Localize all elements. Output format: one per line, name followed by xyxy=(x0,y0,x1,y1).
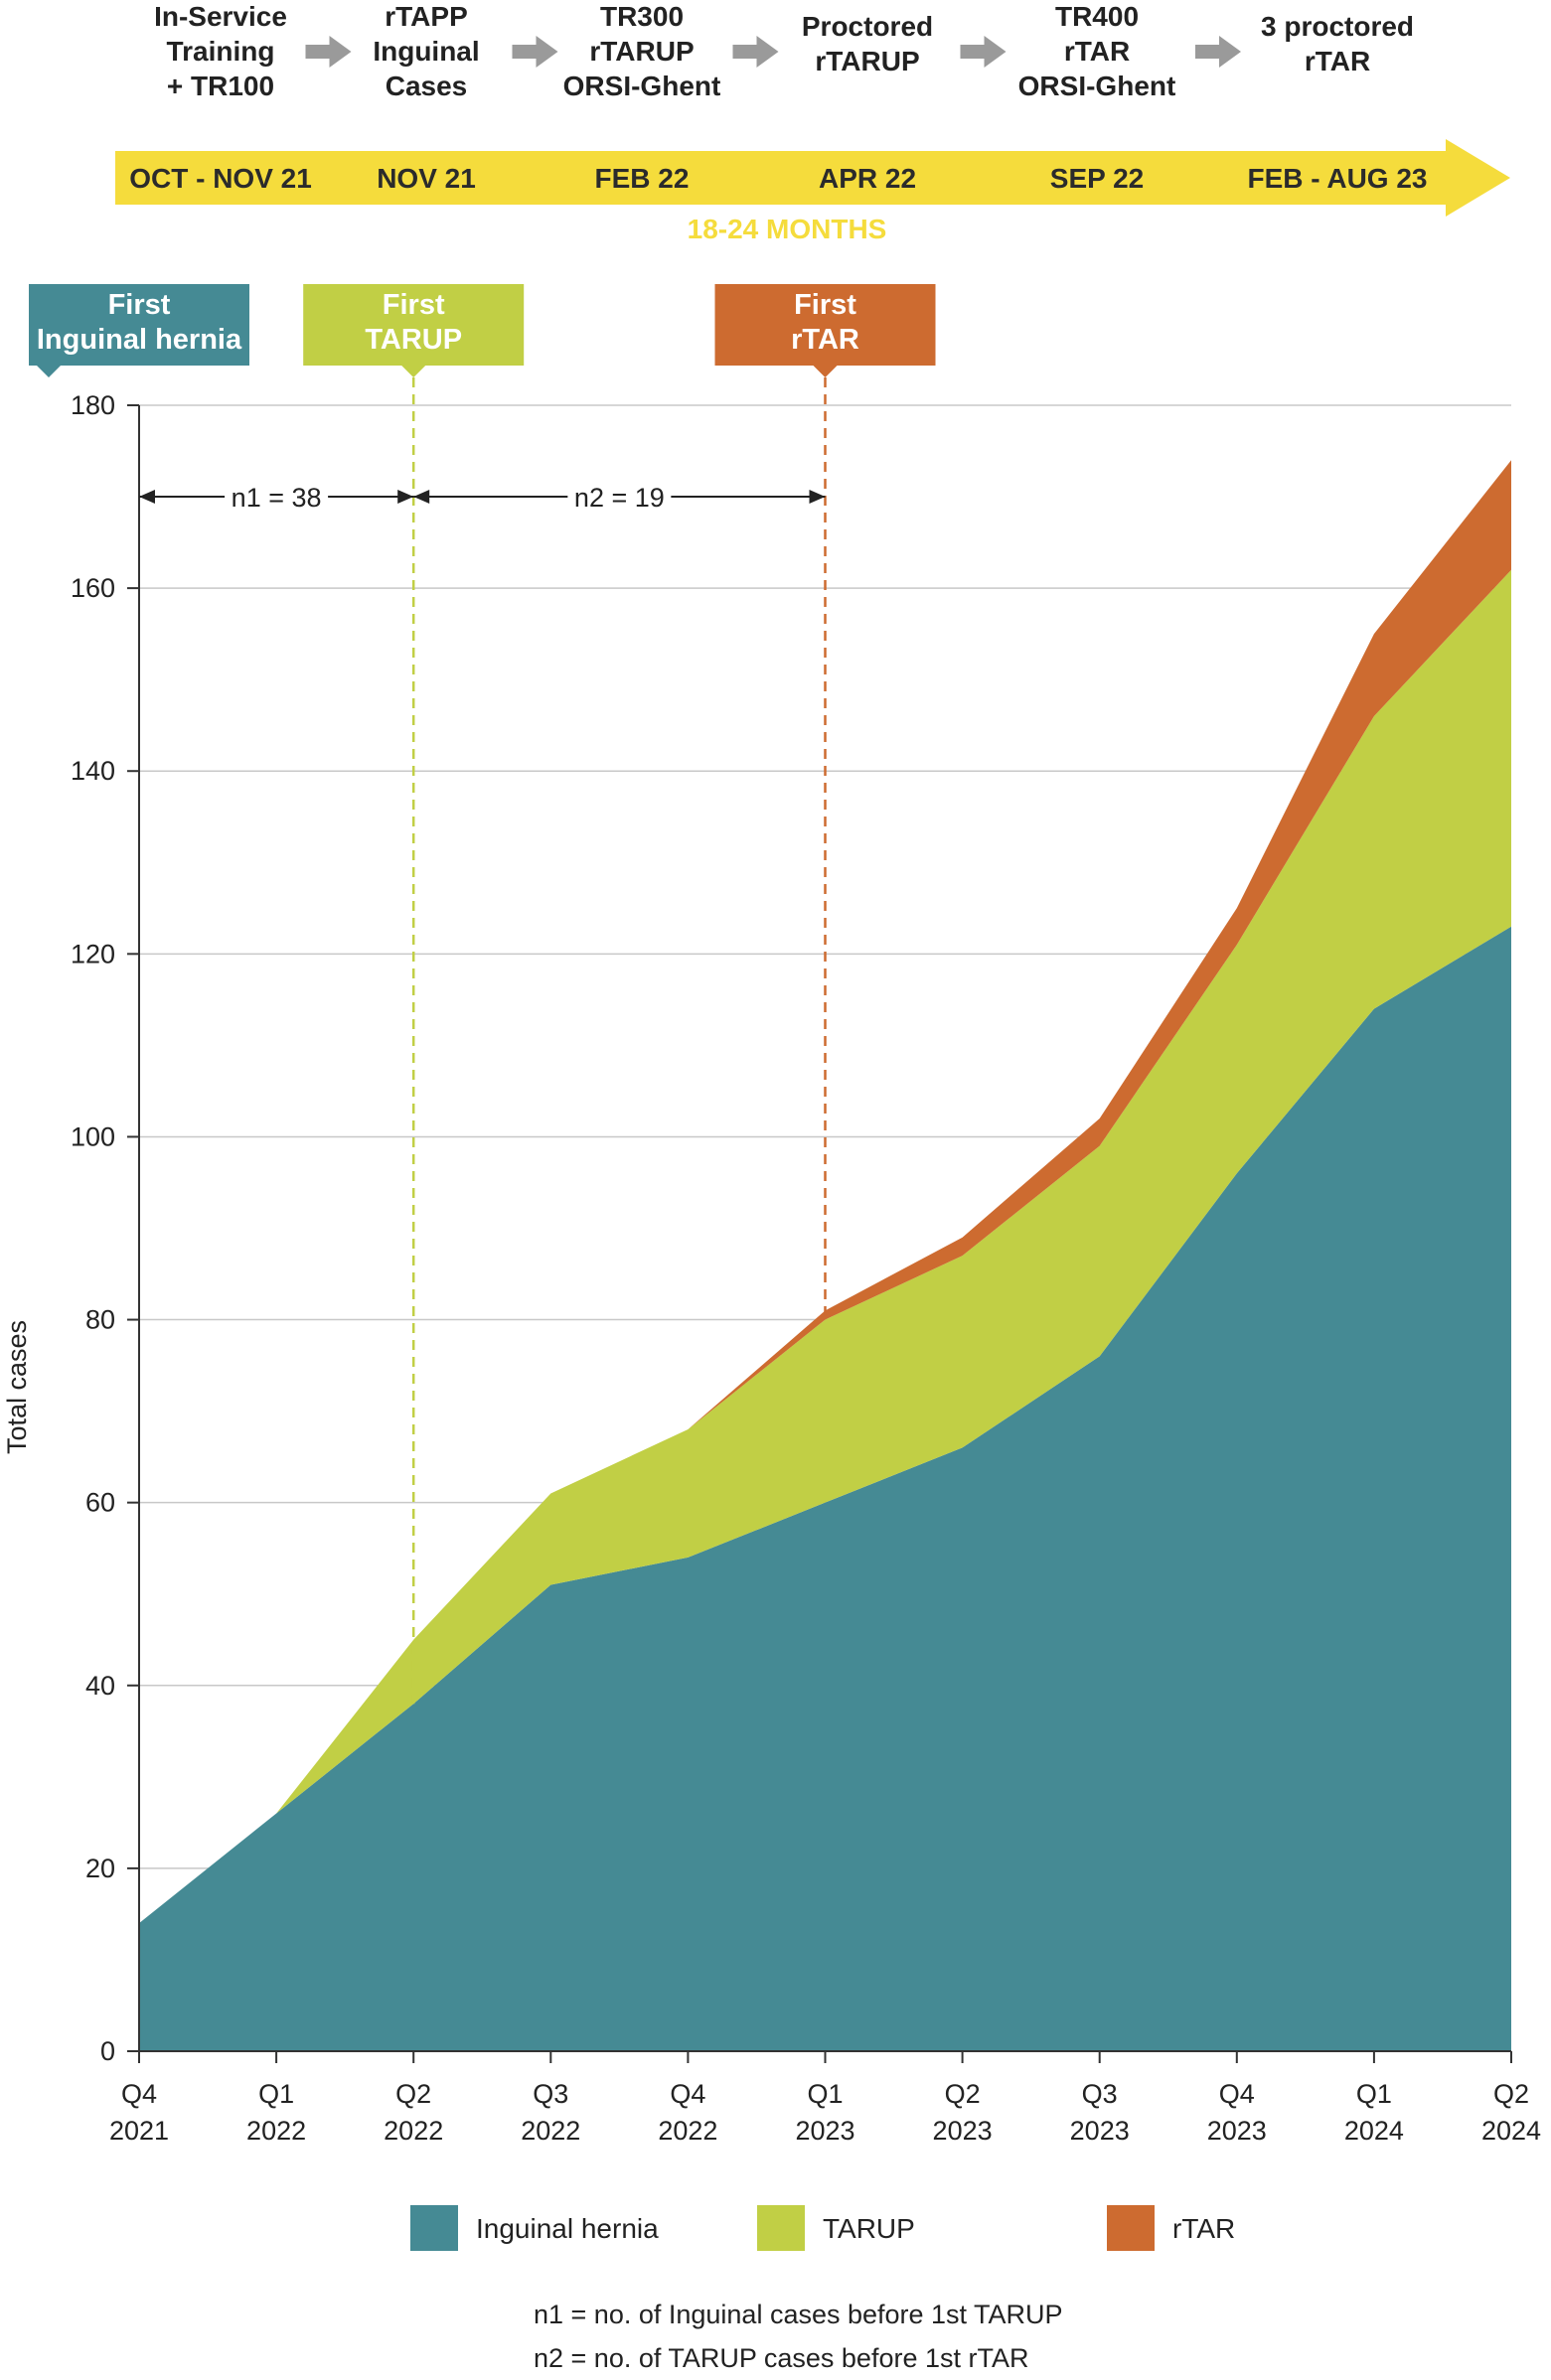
area-series-tarup xyxy=(139,569,1511,1924)
x-tick-label: 2024 xyxy=(1481,2116,1541,2146)
timeline-step-label: rTAR xyxy=(1305,46,1370,76)
y-tick-label: 20 xyxy=(85,1854,115,1883)
y-tick-label: 100 xyxy=(71,1121,115,1151)
legend-swatch xyxy=(757,2205,805,2251)
milestone-banner-label: TARUP xyxy=(365,324,462,356)
right-arrow-icon xyxy=(1195,36,1241,68)
timeline-step-label: Inguinal xyxy=(373,36,479,67)
arrowhead-right-icon xyxy=(397,490,414,505)
area-series-inguinal-hernia xyxy=(139,926,1511,2051)
footnote-text: n2 = no. of TARUP cases before 1st rTAR xyxy=(534,2343,1029,2373)
legend-label: rTAR xyxy=(1172,2213,1235,2244)
x-tick-label: 2022 xyxy=(384,2116,443,2146)
timeline-step-label: rTAPP xyxy=(385,1,468,32)
footnotes: n1 = no. of Inguinal cases before 1st TA… xyxy=(534,2300,1063,2373)
y-axis-title: Total cases xyxy=(2,1320,32,1454)
x-tick-label: 2023 xyxy=(1070,2116,1130,2146)
timeline-duration-label: 18-24 MONTHS xyxy=(688,214,887,244)
timeline-period-label: APR 22 xyxy=(819,163,916,194)
right-arrow-icon xyxy=(512,36,558,68)
arrowhead-left-icon xyxy=(413,490,430,505)
arrowhead-right-icon xyxy=(809,490,826,505)
milestone-banner-label: rTAR xyxy=(791,324,859,356)
x-tick-label: 2021 xyxy=(109,2116,169,2146)
timeline-bar: OCT - NOV 21 NOV 21 FEB 22 APR 22 SEP 22 FEB … xyxy=(115,139,1510,244)
milestone-banner-label: First xyxy=(794,289,856,321)
milestone-lines xyxy=(411,377,827,1705)
timeline-step-label: Proctored xyxy=(802,11,933,42)
legend-label: Inguinal hernia xyxy=(476,2213,659,2244)
x-tick-label: Q4 xyxy=(121,2079,157,2109)
chart-areas xyxy=(139,460,1511,2051)
timeline-step-label: Training xyxy=(167,36,275,67)
timeline-period-label: FEB - AUG 23 xyxy=(1248,163,1428,194)
x-tick-label: Q1 xyxy=(1356,2079,1392,2109)
arrowhead-left-icon xyxy=(139,490,155,505)
timeline-step-label: In-Service xyxy=(154,1,287,32)
y-tick-label: 0 xyxy=(100,2036,115,2066)
legend-swatch xyxy=(410,2205,458,2251)
timeline-step-label: 3 proctored xyxy=(1261,11,1414,42)
timeline-period-label: NOV 21 xyxy=(377,163,476,194)
x-tick-label: 2024 xyxy=(1344,2116,1404,2146)
legend-swatch xyxy=(1107,2205,1155,2251)
timeline-step-label: rTARUP xyxy=(815,46,919,76)
legend-label: TARUP xyxy=(823,2213,915,2244)
x-tick-label: 2022 xyxy=(521,2116,580,2146)
x-tick-label: Q2 xyxy=(395,2079,431,2109)
milestone-banner xyxy=(303,284,525,377)
timeline-period-label: OCT - NOV 21 xyxy=(129,163,312,194)
chart-legend: Inguinal hernia TARUP rTAR xyxy=(410,2205,1235,2251)
timeline-step-label: ORSI-Ghent xyxy=(1018,71,1176,101)
milestone-banner-label: First xyxy=(108,289,171,321)
x-tick-label: Q1 xyxy=(807,2079,843,2109)
milestone-banner-label: First xyxy=(383,289,445,321)
x-tick-label: Q3 xyxy=(533,2079,568,2109)
milestone-banner xyxy=(714,284,936,377)
x-tick-label: 2023 xyxy=(933,2116,993,2146)
right-arrow-icon xyxy=(305,36,352,68)
x-tick-label: 2022 xyxy=(246,2116,306,2146)
annotation-label: n1 = 38 xyxy=(232,483,322,513)
timeline-step-label: rTAR xyxy=(1064,36,1130,67)
y-tick-label: 160 xyxy=(71,573,115,603)
x-tick-label: Q3 xyxy=(1082,2079,1118,2109)
y-tick-label: 60 xyxy=(85,1488,115,1518)
x-tick-label: 2023 xyxy=(795,2116,854,2146)
timeline-step-label: ORSI-Ghent xyxy=(563,71,721,101)
chart-annotations: n1 = 38 n2 = 19 xyxy=(139,483,826,513)
milestone-banner-label: Inguinal hernia xyxy=(37,324,242,356)
x-tick-label: Q4 xyxy=(1219,2079,1255,2109)
annotation-label: n2 = 19 xyxy=(574,483,665,513)
right-arrow-icon xyxy=(732,36,779,68)
timeline-step-arrows xyxy=(305,36,1241,68)
x-tick-label: 2022 xyxy=(658,2116,717,2146)
right-arrow-icon xyxy=(960,36,1007,68)
timeline-step-label: + TR100 xyxy=(167,71,274,101)
timeline-period-label: FEB 22 xyxy=(595,163,690,194)
timeline-arrow xyxy=(115,139,1510,217)
y-tick-label: 40 xyxy=(85,1671,115,1701)
milestone-banner xyxy=(29,284,249,377)
footnote-text: n1 = no. of Inguinal cases before 1st TA… xyxy=(534,2300,1063,2329)
timeline-step-label: Cases xyxy=(386,71,468,101)
x-tick-label: Q2 xyxy=(945,2079,981,2109)
timeline-period-label: SEP 22 xyxy=(1050,163,1144,194)
y-tick-label: 120 xyxy=(71,939,115,968)
y-tick-label: 80 xyxy=(85,1305,115,1335)
timeline-step-label: TR400 xyxy=(1055,1,1139,32)
timeline-steps: In-Service Training + TR100 rTAPP Inguinal Ca… xyxy=(154,1,1414,101)
x-tick-label: 2023 xyxy=(1207,2116,1267,2146)
timeline-step-label: rTARUP xyxy=(589,36,694,67)
x-tick-label: Q1 xyxy=(258,2079,294,2109)
x-tick-label: Q4 xyxy=(670,2079,705,2109)
y-tick-label: 180 xyxy=(71,390,115,420)
chart-axes: 0 20 40 60 80 100 120 140 160 180 Q4 2021 Q1 2022 Q2 20… xyxy=(2,390,1541,2146)
timeline-step-label: TR300 xyxy=(600,1,684,32)
x-tick-label: Q2 xyxy=(1493,2079,1529,2109)
y-tick-label: 140 xyxy=(71,756,115,786)
